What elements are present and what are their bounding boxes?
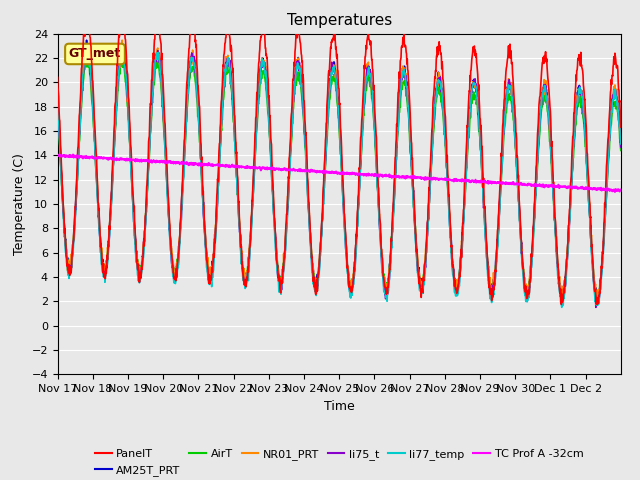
Y-axis label: Temperature (C): Temperature (C) [13,153,26,255]
X-axis label: Time: Time [324,400,355,413]
Legend: PanelT, AM25T_PRT, AirT, NR01_PRT, li75_t, li77_temp, TC Prof A -32cm: PanelT, AM25T_PRT, AirT, NR01_PRT, li75_… [91,444,588,480]
Text: GT_met: GT_met [69,48,121,60]
Title: Temperatures: Temperatures [287,13,392,28]
